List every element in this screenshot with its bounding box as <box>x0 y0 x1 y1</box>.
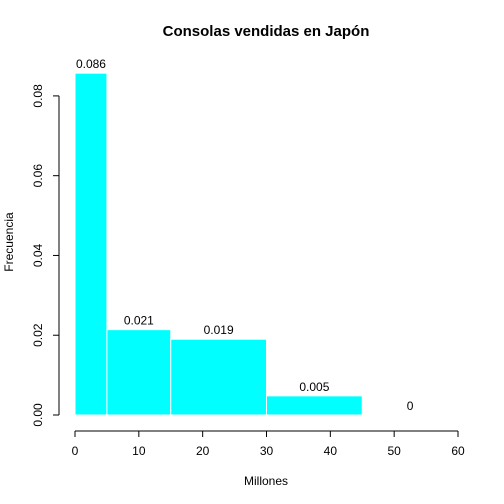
x-tick-label-6: 60 <box>451 444 465 458</box>
y-axis: 0.00 0.02 0.04 0.06 0.08 <box>31 84 60 427</box>
x-tick-label-3: 30 <box>260 444 274 458</box>
x-tick-label-2: 20 <box>196 444 210 458</box>
histogram-bar-1 <box>106 329 172 416</box>
bar-value-label-4: 0 <box>407 399 414 413</box>
x-axis: 0 10 20 30 40 50 60 <box>72 430 465 458</box>
bar-value-label-1: 0.021 <box>124 314 154 328</box>
x-tick-label-5: 50 <box>387 444 401 458</box>
y-tick-label-0: 0.00 <box>31 403 45 427</box>
bar-value-label-3: 0.005 <box>299 380 329 394</box>
histogram-bar-2 <box>170 338 267 416</box>
y-tick-label-1: 0.02 <box>31 323 45 347</box>
bar-value-label-0: 0.086 <box>76 57 106 71</box>
x-tick-label-4: 40 <box>324 444 338 458</box>
bar-value-label-2: 0.019 <box>204 323 234 337</box>
x-tick-label-0: 0 <box>72 444 79 458</box>
x-axis-label: Millones <box>244 474 288 488</box>
histogram-bar-3 <box>266 395 363 416</box>
x-tick-label-1: 10 <box>132 444 146 458</box>
chart-title: Consolas vendidas en Japón <box>163 23 370 40</box>
y-axis-label: Frecuencia <box>2 212 16 272</box>
y-tick-label-4: 0.08 <box>31 84 45 108</box>
y-tick-label-3: 0.06 <box>31 164 45 188</box>
histogram-bar-0 <box>74 72 108 416</box>
y-tick-label-2: 0.04 <box>31 243 45 267</box>
bars-group <box>74 72 363 416</box>
bar-labels-group: 0.086 0.021 0.019 0.005 0 <box>76 57 414 413</box>
